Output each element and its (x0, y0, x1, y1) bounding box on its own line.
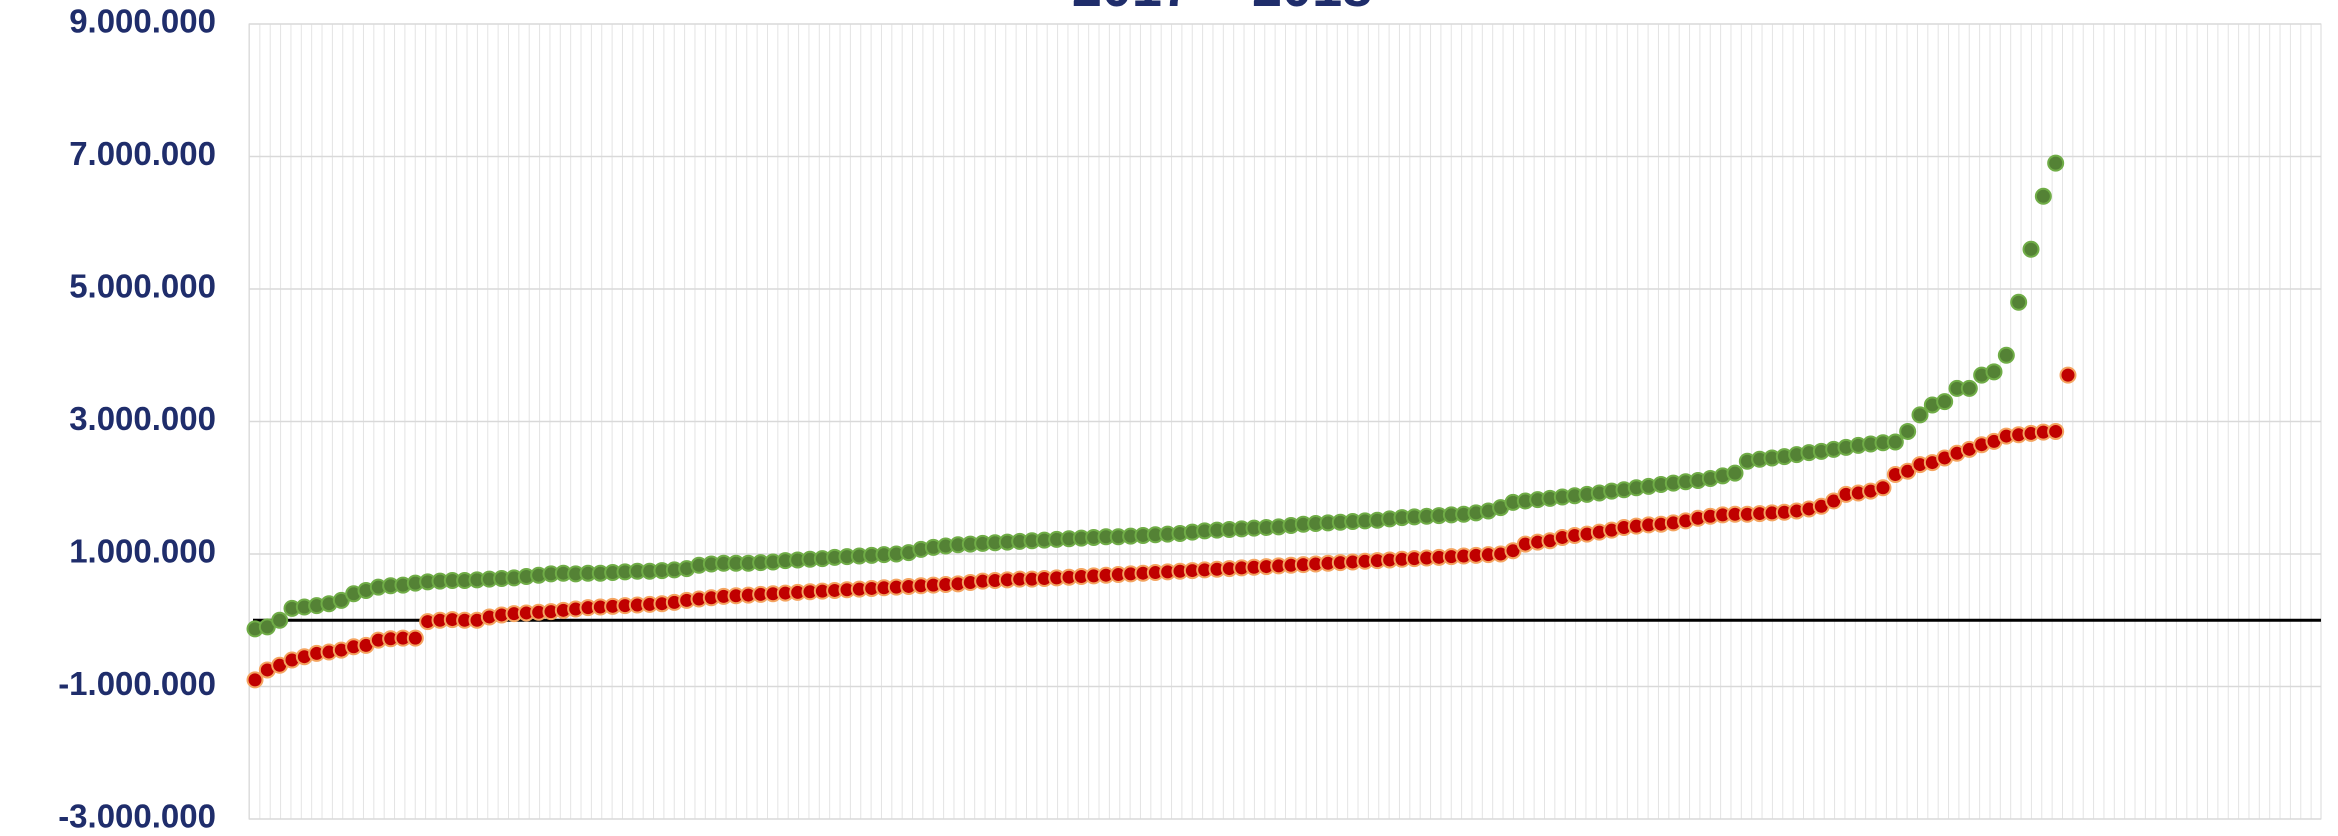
data-point (1899, 422, 1917, 440)
data-point (1997, 346, 2015, 364)
data-point (2010, 293, 2028, 311)
data-point (2059, 366, 2077, 384)
data-point (406, 629, 424, 647)
data-point (2047, 422, 2065, 440)
data-point (1985, 363, 2003, 381)
data-point (1874, 479, 1892, 497)
y-tick-label: 3.000.000 (69, 400, 216, 437)
data-point (2047, 154, 2065, 172)
data-point (1726, 464, 1744, 482)
data-point (246, 671, 264, 689)
data-point (271, 611, 289, 629)
y-tick-label: 9.000.000 (69, 3, 216, 40)
y-tick-label: -1.000.000 (58, 665, 216, 702)
data-point (1936, 393, 1954, 411)
y-tick-label: -3.000.000 (58, 798, 216, 835)
chart-title: 2017 – 2018 (1072, 0, 1372, 18)
data-point (1911, 406, 1929, 424)
data-point (1960, 379, 1978, 397)
data-point (1886, 433, 1904, 451)
y-tick-label: 1.000.000 (69, 533, 216, 570)
y-tick-label: 7.000.000 (69, 135, 216, 172)
data-point (2022, 240, 2040, 258)
y-tick-label: 5.000.000 (69, 268, 216, 305)
data-point (2034, 187, 2052, 205)
